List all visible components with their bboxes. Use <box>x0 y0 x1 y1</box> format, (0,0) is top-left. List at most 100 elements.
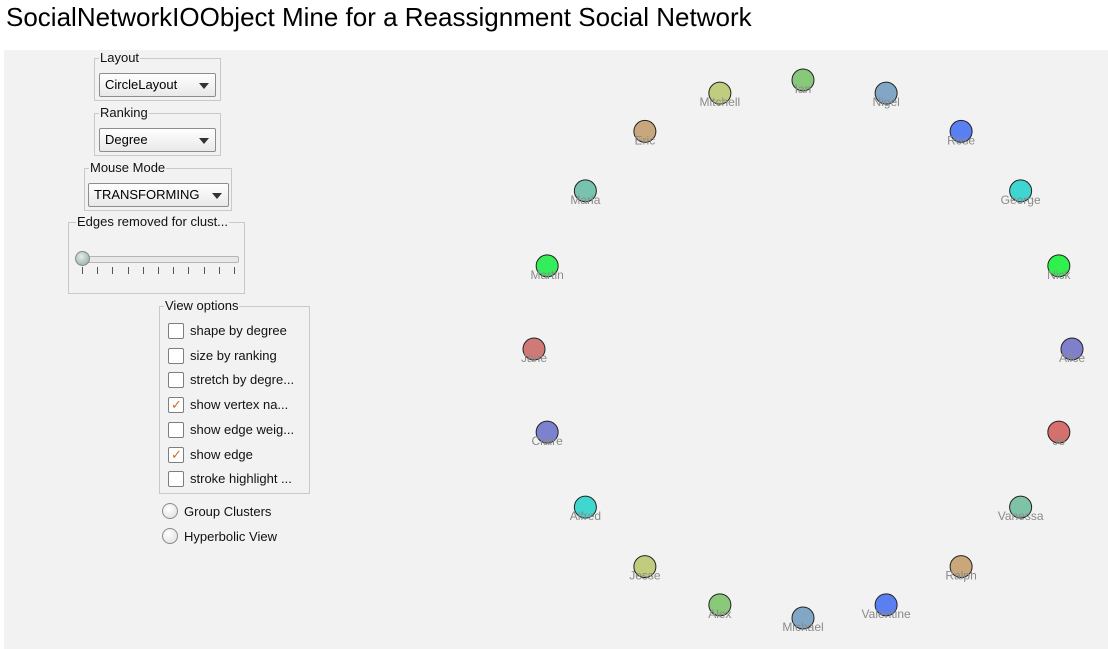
option-label: shape by degree <box>190 323 287 338</box>
vertex-node[interactable]: Nick <box>1047 254 1071 282</box>
checkbox[interactable] <box>168 471 184 487</box>
vertex-node[interactable]: Ian <box>791 68 815 96</box>
vertex-label: Nigel <box>872 95 899 109</box>
vertex-label: Eric <box>635 133 656 147</box>
slider-tick <box>158 267 159 274</box>
checkbox[interactable] <box>168 348 184 364</box>
vertex-node[interactable]: Rose <box>947 119 975 147</box>
slider-tick <box>82 267 83 274</box>
graph-panel[interactable]: Layout CircleLayout Ranking Degree Mouse… <box>4 50 1108 649</box>
vertex-node[interactable]: Martin <box>530 254 564 282</box>
view-options-group: View options shape by degree size by ran… <box>159 298 310 494</box>
vertex-node[interactable]: Ralph <box>945 555 977 583</box>
vertex-circle[interactable] <box>1009 495 1033 519</box>
vertex-circle[interactable] <box>708 81 732 105</box>
view-options-legend: View options <box>164 298 240 314</box>
vertex-node[interactable]: Maria <box>570 179 601 207</box>
chevron-down-icon <box>212 193 222 199</box>
vertex-node[interactable]: Eric <box>633 119 657 147</box>
vertex-circle[interactable] <box>708 593 732 617</box>
layout-combo[interactable]: CircleLayout <box>99 73 216 97</box>
vertex-circle[interactable] <box>573 495 597 519</box>
checkbox[interactable] <box>168 323 184 339</box>
mouse-mode-group: Mouse Mode TRANSFORMING <box>84 160 232 211</box>
vertex-circle[interactable] <box>535 420 559 444</box>
vertex-label: Jo <box>1052 434 1065 448</box>
vertex-node[interactable]: Alex <box>708 593 732 621</box>
vertex-label: George <box>1001 193 1041 207</box>
option-label: show edge weig... <box>190 422 295 437</box>
vertex-circle[interactable] <box>1009 179 1033 203</box>
vertex-circle[interactable] <box>791 606 815 630</box>
option-label: size by ranking <box>190 348 277 363</box>
vertex-node[interactable]: Jesse <box>629 555 661 583</box>
layout-legend: Layout <box>99 50 141 66</box>
vertex-circle[interactable] <box>1047 420 1071 444</box>
vertex-circle[interactable] <box>874 593 898 617</box>
vertex-node[interactable]: Alice <box>1059 337 1085 365</box>
checkbox[interactable]: ✓ <box>168 397 184 413</box>
slider-tick <box>142 267 144 274</box>
option-label: stretch by degre... <box>190 372 295 387</box>
vertex-label: Mitchell <box>700 95 741 109</box>
vertex-label: Maria <box>570 193 600 207</box>
slider-tick <box>173 267 175 274</box>
chevron-down-icon <box>199 138 209 144</box>
slider-tick <box>188 267 190 274</box>
vertex-label: Alice <box>1059 351 1085 365</box>
vertex-node[interactable]: Mitchell <box>700 81 741 109</box>
vertex-circle[interactable] <box>633 119 657 143</box>
checkbox[interactable]: ✓ <box>168 447 184 463</box>
vertex-circle[interactable] <box>573 179 597 203</box>
vertex-node[interactable]: Alfred <box>570 495 601 523</box>
vertex-node[interactable]: Valentine <box>862 593 911 621</box>
vertex-node[interactable]: Michael <box>782 606 824 634</box>
vertex-node[interactable]: Nigel <box>872 81 900 109</box>
ranking-legend: Ranking <box>99 105 149 121</box>
vertex-node[interactable]: Claire <box>531 420 563 448</box>
option-label: show edge <box>190 447 253 462</box>
vertex-circle[interactable] <box>1047 254 1071 278</box>
vertex-label: Valentine <box>862 607 911 621</box>
vertex-label: Rose <box>947 133 975 147</box>
vertex-circle[interactable] <box>874 81 898 105</box>
radio-button[interactable] <box>162 503 178 519</box>
vertex-circle[interactable] <box>535 254 559 278</box>
vertex-node[interactable]: George <box>1001 179 1041 207</box>
checkbox[interactable] <box>168 422 184 438</box>
ranking-combo[interactable]: Degree <box>99 128 216 152</box>
vertex-label: Michael <box>782 620 823 634</box>
vertex-circle[interactable] <box>522 337 546 361</box>
mouse-mode-combo[interactable]: TRANSFORMING <box>88 183 229 207</box>
chevron-down-icon <box>199 83 209 89</box>
vertex-circle[interactable] <box>633 555 657 579</box>
vertex-circle[interactable] <box>949 555 973 579</box>
network-graph[interactable]: Ian Nigel Rose George Nick Alice Jo Vanessa Ralp… <box>4 50 1108 649</box>
vertex-label: Alfred <box>570 509 601 523</box>
edges-removed-legend: Edges removed for clust... <box>76 214 230 230</box>
vertex-label: Jane <box>521 351 547 365</box>
vertex-node[interactable]: Jo <box>1047 420 1071 448</box>
vertex-label: Nick <box>1047 268 1071 282</box>
mouse-mode-legend: Mouse Mode <box>89 160 167 176</box>
layout-group: Layout CircleLayout <box>94 50 221 101</box>
checkbox[interactable] <box>168 372 184 388</box>
vertex-label: Jesse <box>629 569 661 583</box>
vertex-label: Martin <box>530 268 563 282</box>
vertex-node[interactable]: Vanessa <box>998 495 1044 523</box>
vertex-circle[interactable] <box>1060 337 1084 361</box>
vertex-node[interactable]: Jane <box>521 337 547 365</box>
vertex-circle[interactable] <box>949 119 973 143</box>
group-clusters-label: Group Clusters <box>184 504 272 519</box>
slider-tick <box>97 267 99 274</box>
check-icon: ✓ <box>171 397 182 412</box>
radio-button[interactable] <box>162 528 178 544</box>
option-label: show vertex na... <box>190 397 289 412</box>
vertex-label: Claire <box>531 434 563 448</box>
vertex-label: Ian <box>795 82 812 96</box>
slider-tick <box>112 267 114 274</box>
ranking-combo-value: Degree <box>105 132 148 147</box>
vertex-circle[interactable] <box>791 68 815 92</box>
mouse-mode-combo-value: TRANSFORMING <box>94 187 200 202</box>
edges-removed-slider-thumb[interactable] <box>75 251 90 266</box>
